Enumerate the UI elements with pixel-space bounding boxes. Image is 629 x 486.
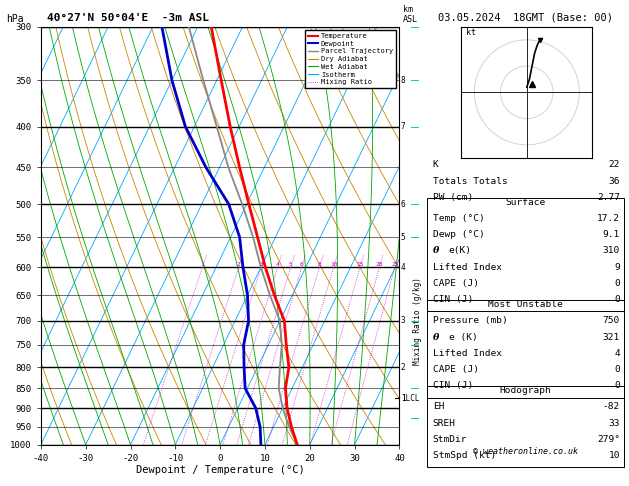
Text: 9.1: 9.1 [603,230,620,239]
Text: km
ASL: km ASL [403,5,418,24]
Text: 17.2: 17.2 [597,214,620,223]
Text: Totals Totals: Totals Totals [433,176,508,186]
Text: Dewp (°C): Dewp (°C) [433,230,484,239]
Text: CIN (J): CIN (J) [433,295,473,304]
Text: 25: 25 [391,262,399,267]
Text: Mixing Ratio (g/kg): Mixing Ratio (g/kg) [413,277,422,365]
Text: 36: 36 [608,176,620,186]
Text: θ: θ [433,246,439,256]
Text: 0: 0 [614,382,620,390]
Text: e(K): e(K) [448,246,472,256]
Bar [426,300,624,398]
Text: 321: 321 [603,332,620,342]
Text: 9: 9 [614,263,620,272]
Text: CAPE (J): CAPE (J) [433,365,479,374]
Text: © weatheronline.co.uk: © weatheronline.co.uk [473,447,577,456]
Text: CAPE (J): CAPE (J) [433,279,479,288]
Text: hPa: hPa [6,14,24,24]
Text: 40°27'N 50°04'E  -3m ASL: 40°27'N 50°04'E -3m ASL [47,13,209,23]
Text: 6: 6 [300,262,304,267]
Text: EH: EH [433,402,444,412]
Text: 4: 4 [401,263,405,272]
Text: θ: θ [433,332,439,342]
Text: 5: 5 [289,262,292,267]
Text: 750: 750 [603,316,620,325]
Text: K: K [433,160,438,170]
Text: 1LCL: 1LCL [401,394,420,403]
Text: 8: 8 [401,76,405,85]
Text: 33: 33 [608,419,620,428]
Text: 20: 20 [376,262,383,267]
Text: Lifted Index: Lifted Index [433,263,501,272]
Text: 2.77: 2.77 [597,193,620,202]
Text: 6: 6 [401,200,405,208]
Text: 1: 1 [201,262,204,267]
Text: 0: 0 [614,279,620,288]
Text: 3: 3 [259,262,263,267]
Text: Pressure (mb): Pressure (mb) [433,316,508,325]
Text: -82: -82 [603,402,620,412]
Text: 3: 3 [401,316,405,325]
Bar [426,198,624,312]
Text: e (K): e (K) [448,332,477,342]
Text: 4: 4 [614,349,620,358]
Text: CIN (J): CIN (J) [433,382,473,390]
Text: 4: 4 [276,262,279,267]
Text: StmSpd (kt): StmSpd (kt) [433,451,496,460]
Text: Lifted Index: Lifted Index [433,349,501,358]
Text: 5: 5 [401,233,405,242]
Text: 15: 15 [356,262,364,267]
Text: 10: 10 [608,451,620,460]
Text: 03.05.2024  18GMT (Base: 00): 03.05.2024 18GMT (Base: 00) [438,13,613,23]
Text: 22: 22 [608,160,620,170]
Text: kt: kt [467,28,476,36]
Legend: Temperature, Dewpoint, Parcel Trajectory, Dry Adiabat, Wet Adiabat, Isotherm, Mi: Temperature, Dewpoint, Parcel Trajectory… [305,30,396,88]
Text: StmDir: StmDir [433,435,467,444]
Text: 8: 8 [318,262,321,267]
Text: 10: 10 [330,262,337,267]
Text: Hodograph: Hodograph [499,386,551,395]
Text: Most Unstable: Most Unstable [488,300,562,309]
Text: 2: 2 [237,262,240,267]
Text: 310: 310 [603,246,620,256]
Text: 1: 1 [401,394,405,403]
Text: Temp (°C): Temp (°C) [433,214,484,223]
Text: SREH: SREH [433,419,455,428]
Text: 279°: 279° [597,435,620,444]
Text: 7: 7 [401,122,405,131]
Text: 0: 0 [614,365,620,374]
Text: 2: 2 [401,363,405,372]
X-axis label: Dewpoint / Temperature (°C): Dewpoint / Temperature (°C) [136,466,304,475]
Bar [426,386,624,468]
Text: PW (cm): PW (cm) [433,193,473,202]
Text: 0: 0 [614,295,620,304]
Text: Surface: Surface [505,198,545,207]
